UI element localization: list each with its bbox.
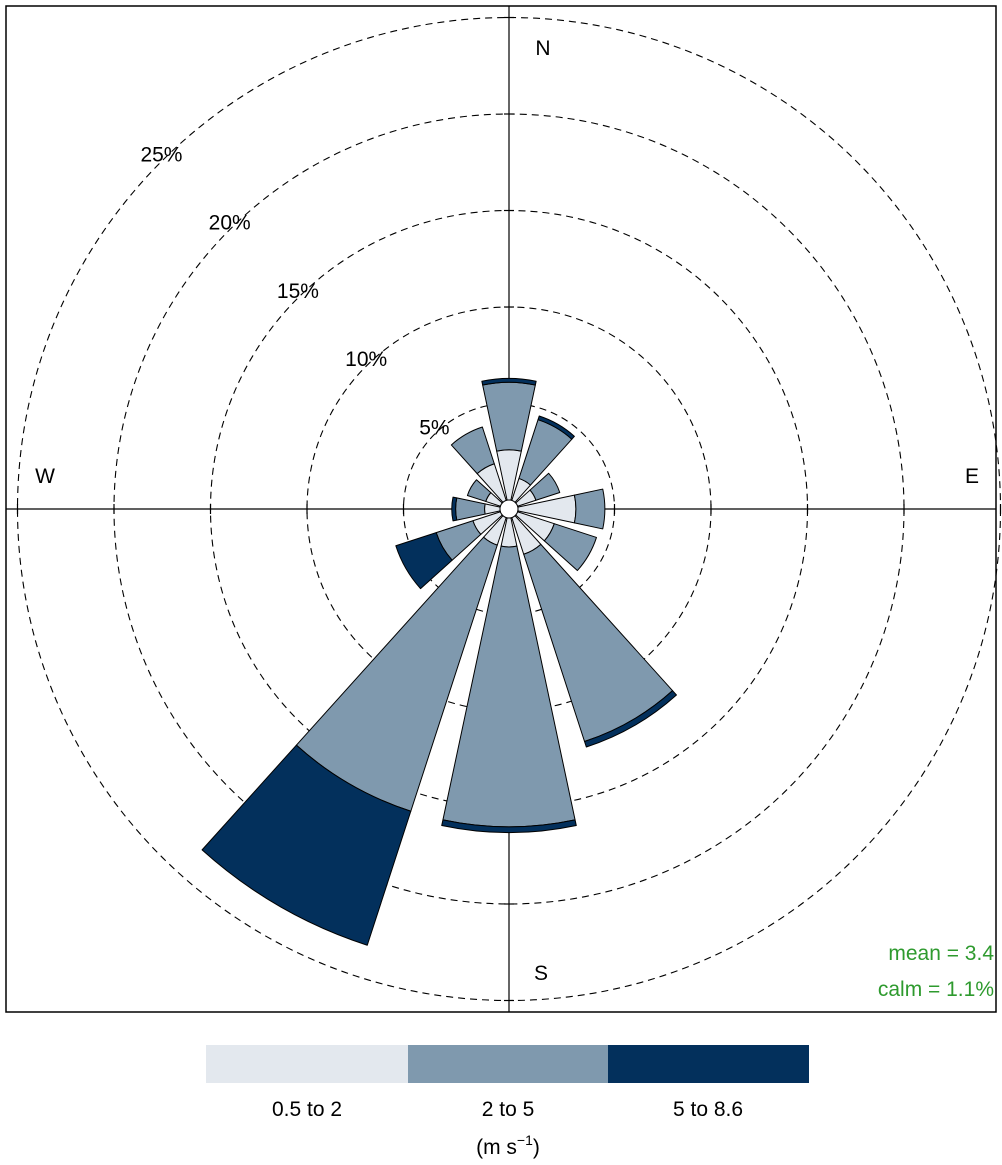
wedge-dir-30-bin-3 [537,415,575,440]
wedge-dir-90-bin-2 [573,488,606,530]
wedge-dir-270-bin-3 [451,496,458,522]
legend-label-3: 5 to 8.6 [673,1098,743,1121]
legend-unit: (m s−1) [476,1132,540,1159]
wind-wedges [201,377,677,946]
wedge-dir-120-bin-2 [543,523,597,572]
legend-swatch-1 [206,1045,408,1083]
calm-stat: calm = 1.1% [878,978,994,1001]
ring-label: 15% [277,280,319,303]
compass-e-label: E [965,465,979,488]
compass-n-label: N [535,37,550,60]
wedge-dir-330-bin-2 [450,426,495,475]
wedge-dir-150-bin-3 [584,690,677,748]
legend-swatch-3 [608,1045,809,1083]
center-hole [499,499,519,519]
ring-label: 5% [419,416,449,439]
ring-labels: 5% 10% 15% 20% 25% [140,143,449,439]
wedge-dir-210-bin-3 [201,744,412,946]
legend-label-1: 0.5 to 2 [272,1098,342,1121]
ring-label: 20% [209,212,251,235]
compass-s-label: S [534,962,548,985]
legend-label-2: 2 to 5 [482,1098,535,1121]
legend-swatch-2 [408,1045,608,1083]
speed-legend: 0.5 to 2 2 to 5 5 to 8.6 (m s−1) [206,1045,809,1159]
mean-stat: mean = 3.4 [888,942,994,965]
ring-label: 10% [345,348,387,371]
wedge-dir-240-bin-3 [395,532,453,590]
wedge-dir-60-bin-2 [529,472,561,501]
wedge-dir-300-bin-2 [466,479,492,502]
compass-w-label: W [35,465,55,488]
wedge-dir-180-bin-3 [441,819,577,834]
wedge-dir-0-bin-3 [481,377,537,386]
ring-label: 25% [140,143,182,166]
